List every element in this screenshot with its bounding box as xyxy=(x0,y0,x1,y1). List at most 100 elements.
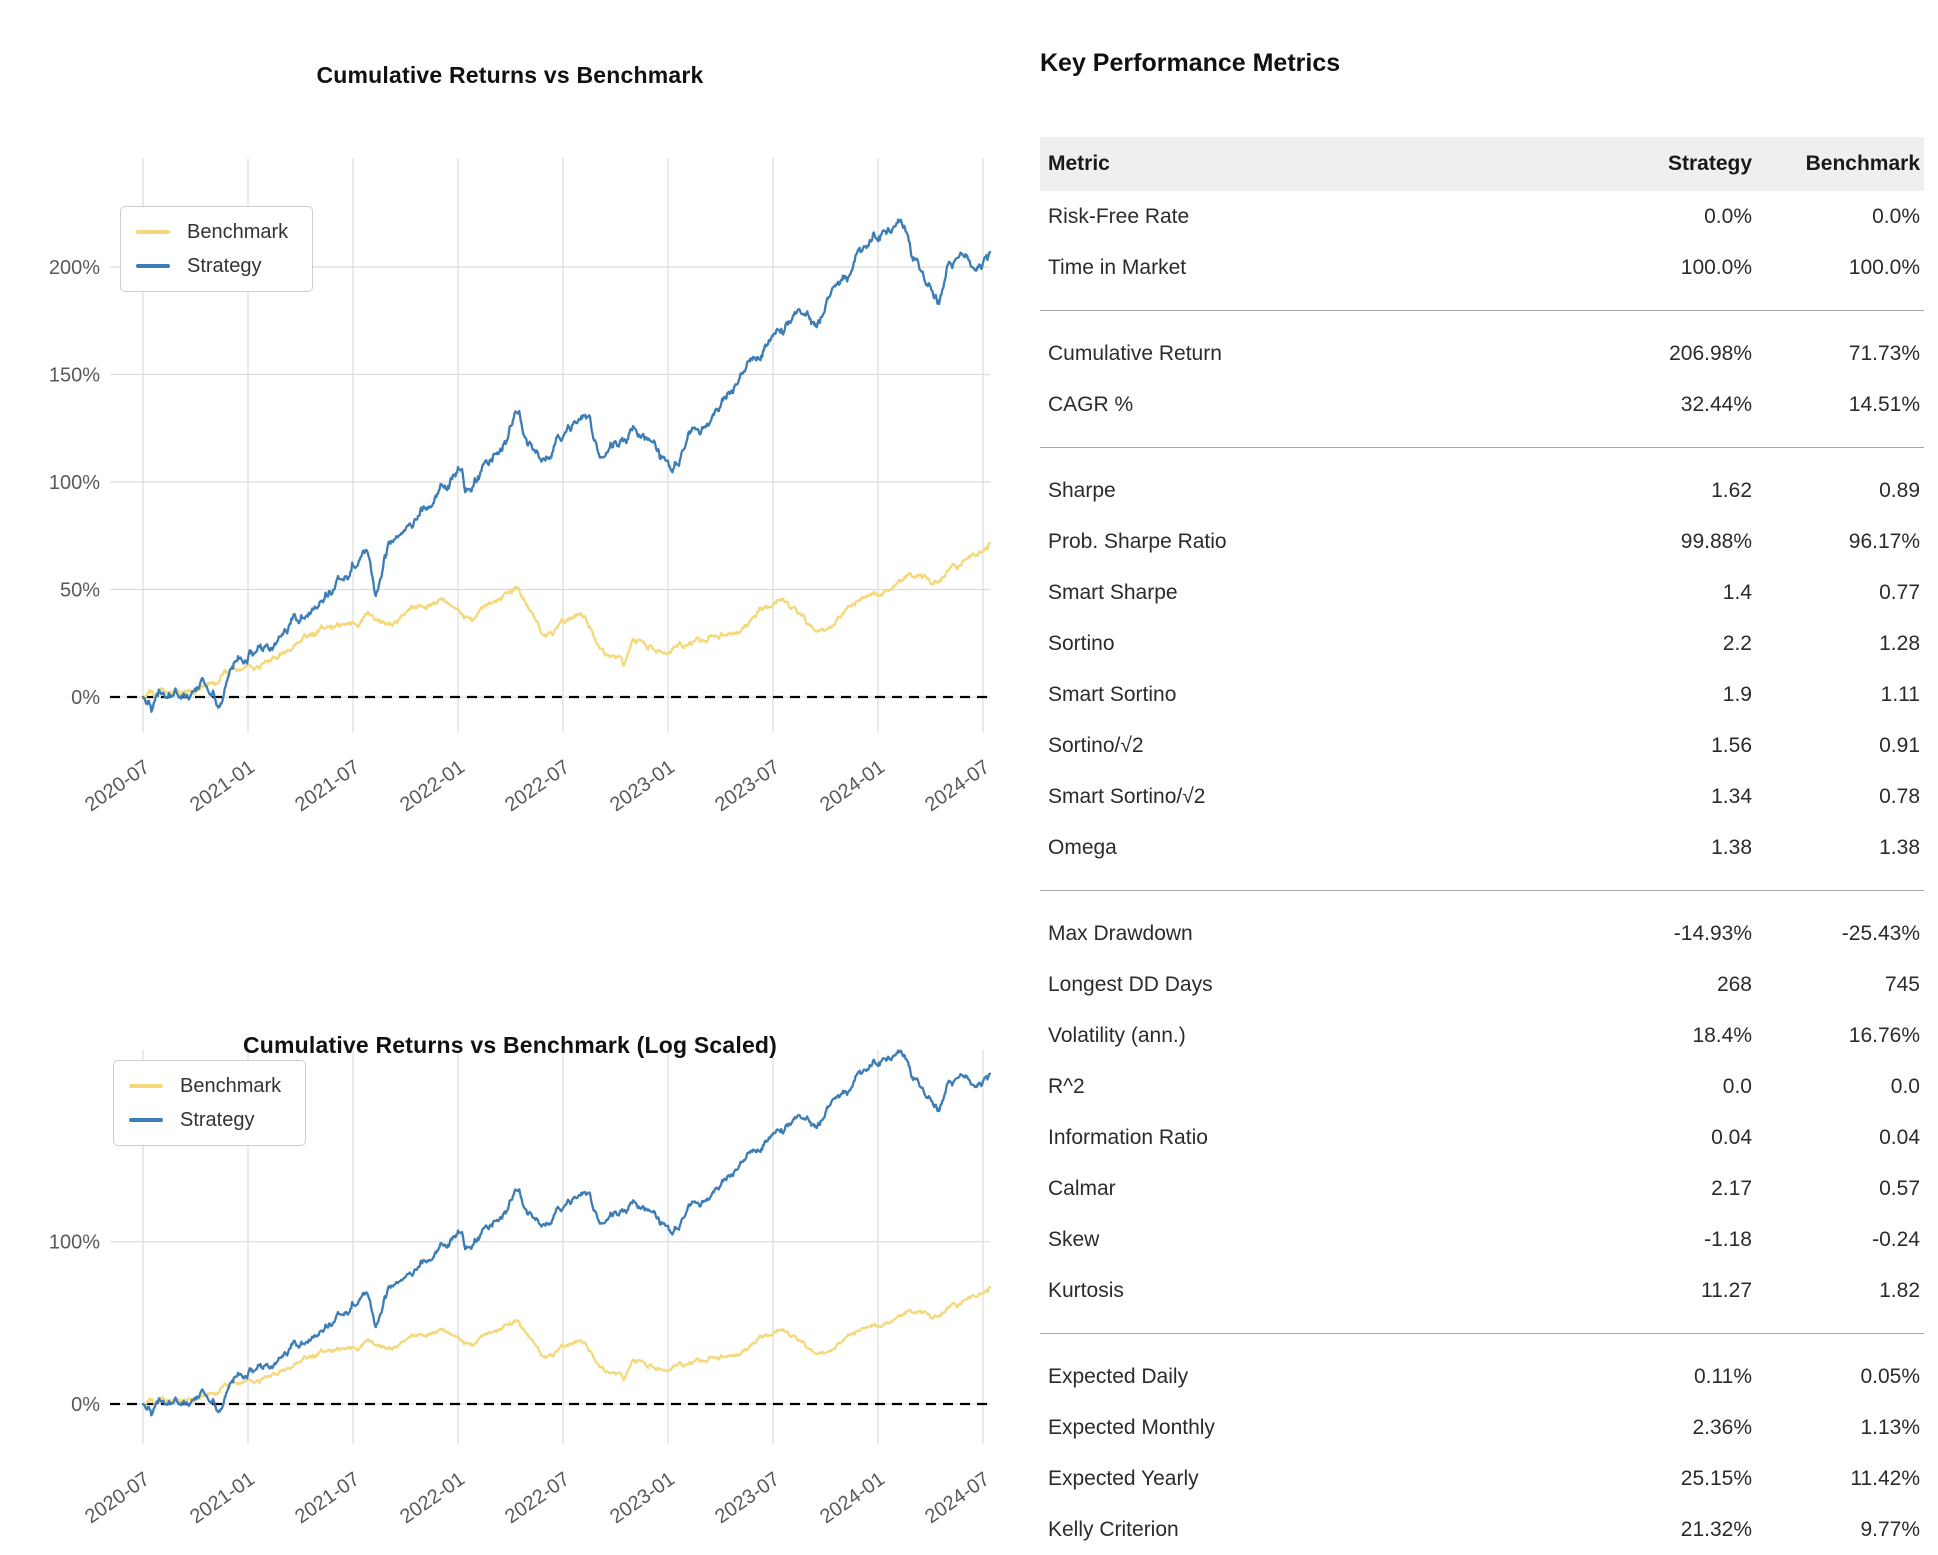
x-tick-label: 2024-07 xyxy=(921,1468,994,1528)
x-tick-label: 2022-01 xyxy=(396,756,469,816)
benchmark-value: 16.76% xyxy=(1848,1023,1920,1047)
col-header-benchmark: Benchmark xyxy=(1805,152,1920,175)
strategy-value: -14.93% xyxy=(1673,921,1752,945)
chart1-legend: Benchmark Strategy xyxy=(120,206,314,292)
x-tick-label: 2022-01 xyxy=(396,1468,469,1528)
metrics-table: Metric Strategy Benchmark Risk-Free Rate… xyxy=(1040,137,1924,1555)
x-tick-label: 2024-01 xyxy=(816,1468,889,1528)
metric-name: Sortino xyxy=(1048,631,1115,655)
strategy-value: 25.15% xyxy=(1680,1466,1752,1490)
strategy-value: 1.9 xyxy=(1722,682,1752,706)
strategy-value: 2.17 xyxy=(1711,1176,1752,1200)
strategy-value: 2.36% xyxy=(1692,1415,1752,1439)
benchmark-value: 1.11 xyxy=(1880,682,1920,706)
group-divider xyxy=(1040,1333,1924,1334)
metric-name: Expected Yearly xyxy=(1048,1466,1199,1490)
metrics-row: Sharpe 1.62 0.89 xyxy=(1040,465,1924,516)
metrics-header-row: Metric Strategy Benchmark xyxy=(1040,137,1924,191)
benchmark-value: 0.04 xyxy=(1879,1125,1920,1149)
metrics-row: Expected Monthly 2.36% 1.13% xyxy=(1040,1402,1924,1453)
strategy-value: 1.38 xyxy=(1711,835,1752,859)
benchmark-value: 1.28 xyxy=(1879,631,1920,655)
strategy-line-swatch xyxy=(136,264,170,268)
strategy-value: -1.18 xyxy=(1704,1227,1752,1251)
benchmark-value: 1.38 xyxy=(1879,835,1920,859)
strategy-value: 1.56 xyxy=(1711,733,1752,757)
metrics-row: Risk-Free Rate 0.0% 0.0% xyxy=(1040,191,1924,242)
x-axis-tick-labels: 2020-07 2021-01 2021-07 2022-01 2022-07 2023-… xyxy=(81,756,994,816)
strategy-value: 11.27 xyxy=(1701,1278,1752,1302)
benchmark-line-swatch xyxy=(136,230,170,234)
metrics-row: CAGR % 32.44% 14.51% xyxy=(1040,379,1924,430)
benchmark-line xyxy=(141,1285,992,1407)
strategy-line xyxy=(141,1049,992,1417)
metric-name: CAGR % xyxy=(1048,392,1134,416)
x-tick-label: 2020-07 xyxy=(81,1468,154,1528)
benchmark-value: 0.57 xyxy=(1879,1176,1920,1200)
benchmark-value: 0.78 xyxy=(1879,784,1920,808)
y-tick-label: 100% xyxy=(49,1232,100,1254)
y-tick-label: 50% xyxy=(60,580,100,602)
metric-name: Max Drawdown xyxy=(1048,921,1193,945)
strategy-value: 99.88% xyxy=(1680,529,1752,553)
strategy-value: 18.4% xyxy=(1692,1023,1752,1047)
legend-item-strategy: Strategy xyxy=(129,1103,281,1137)
strategy-value: 268 xyxy=(1716,972,1752,996)
chart2-title: Cumulative Returns vs Benchmark (Log Sca… xyxy=(242,1032,778,1058)
legend-label: Benchmark xyxy=(187,220,289,243)
metric-name: Smart Sortino/√2 xyxy=(1048,784,1206,808)
legend-item-strategy: Strategy xyxy=(136,249,288,283)
chart1-title: Cumulative Returns vs Benchmark xyxy=(316,62,704,88)
x-tick-label: 2021-01 xyxy=(186,1468,259,1528)
x-tick-label: 2022-07 xyxy=(501,1468,574,1528)
y-tick-label: 100% xyxy=(49,472,100,494)
metric-name: Risk-Free Rate xyxy=(1048,204,1190,228)
y-axis-tick-labels: 0% 50% 100% 150% 200% xyxy=(49,257,100,709)
metric-name: Expected Monthly xyxy=(1048,1415,1215,1439)
x-tick-label: 2023-01 xyxy=(606,756,679,816)
metrics-row: Longest DD Days 268 745 xyxy=(1040,959,1924,1010)
metrics-row: Kurtosis 11.27 1.82 xyxy=(1040,1265,1924,1316)
benchmark-value: 1.82 xyxy=(1879,1278,1920,1302)
legend-label: Strategy xyxy=(187,254,262,277)
strategy-line xyxy=(141,218,992,713)
chart2-legend: Benchmark Strategy xyxy=(113,1060,307,1146)
x-tick-label: 2023-07 xyxy=(711,1468,784,1528)
strategy-value: 0.0 xyxy=(1722,1074,1752,1098)
strategy-value: 1.4 xyxy=(1722,580,1752,604)
y-tick-label: 200% xyxy=(49,257,100,279)
metrics-row: Kelly Criterion 21.32% 9.77% xyxy=(1040,1504,1924,1555)
metrics-row: Cumulative Return 206.98% 71.73% xyxy=(1040,328,1924,379)
metric-name: Cumulative Return xyxy=(1048,341,1222,365)
x-tick-label: 2021-07 xyxy=(291,756,364,816)
benchmark-value: 0.0% xyxy=(1872,204,1920,228)
strategy-value: 0.0% xyxy=(1704,204,1752,228)
y-tick-label: 0% xyxy=(71,687,100,709)
legend-label: Benchmark xyxy=(180,1074,282,1097)
x-tick-label: 2021-01 xyxy=(186,756,259,816)
metrics-row: Smart Sortino 1.9 1.11 xyxy=(1040,669,1924,720)
metrics-row: Time in Market 100.0% 100.0% xyxy=(1040,242,1924,293)
x-tick-label: 2024-01 xyxy=(816,756,889,816)
gridlines xyxy=(110,158,990,733)
x-tick-label: 2022-07 xyxy=(501,756,574,816)
metric-name: Calmar xyxy=(1048,1176,1116,1200)
metric-name: Prob. Sharpe Ratio xyxy=(1048,529,1227,553)
metric-name: Information Ratio xyxy=(1048,1125,1208,1149)
legend-item-benchmark: Benchmark xyxy=(129,1069,281,1103)
y-tick-label: 150% xyxy=(49,365,100,387)
x-axis-tick-labels: 2020-07 2021-01 2021-07 2022-01 2022-07 2023-… xyxy=(81,1468,994,1528)
benchmark-value: 1.13% xyxy=(1860,1415,1920,1439)
benchmark-value: 11.42% xyxy=(1850,1466,1920,1490)
charts-canvas: 0%50%100%150%200%2020-07 2021-01 2021-07 20… xyxy=(49,158,994,1528)
benchmark-value: 71.73% xyxy=(1848,341,1920,365)
strategy-value: 100.0% xyxy=(1680,255,1752,279)
metric-name: Smart Sortino xyxy=(1048,682,1177,706)
metrics-row: R^2 0.0 0.0 xyxy=(1040,1061,1924,1112)
strategy-value: 2.2 xyxy=(1722,631,1752,655)
metrics-row: Calmar 2.17 0.57 xyxy=(1040,1163,1924,1214)
x-tick-label: 2020-07 xyxy=(81,756,154,816)
metric-name: Skew xyxy=(1048,1227,1100,1251)
y-tick-label: 0% xyxy=(71,1394,100,1416)
metric-name: Sharpe xyxy=(1048,478,1116,502)
